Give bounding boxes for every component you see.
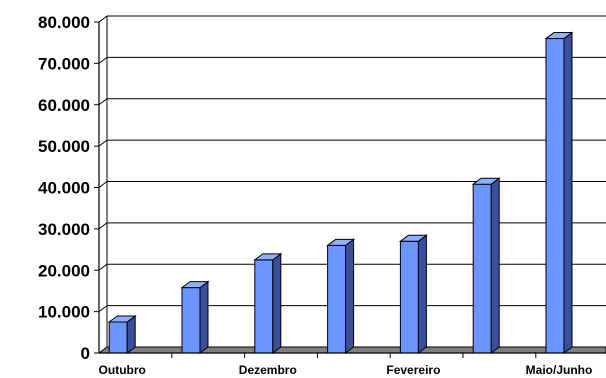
- bar: [326, 238, 356, 354]
- y-tick-label: 30.000: [38, 220, 90, 239]
- y-tick-label: 80.000: [38, 13, 90, 32]
- bar-front: [472, 183, 492, 354]
- gridline-depth: [98, 98, 108, 106]
- bar-front: [254, 259, 274, 354]
- bar-side: [272, 252, 282, 354]
- y-tick-label: 40.000: [38, 179, 90, 198]
- bar-side: [345, 238, 355, 354]
- gridline-depth: [98, 56, 108, 64]
- bar: [471, 177, 501, 354]
- bar: [253, 252, 283, 354]
- y-tick-label: 60.000: [38, 96, 90, 115]
- x-tick-label: Dezembro: [239, 363, 297, 377]
- gridline-depth: [98, 15, 108, 23]
- gridline-depth: [98, 139, 108, 147]
- bar: [544, 31, 574, 354]
- bar-side: [417, 234, 427, 354]
- y-tick-label: 70.000: [38, 54, 90, 73]
- gridline-depth: [98, 181, 108, 188]
- gridline-depth: [98, 263, 108, 271]
- bar-side: [490, 177, 500, 354]
- x-tick-labels: Outubro Dezembro Fevereiro Maio/Junho: [99, 363, 593, 377]
- bar-front: [399, 240, 419, 354]
- gridline-depth: [98, 305, 108, 313]
- bar: [180, 280, 210, 354]
- x-tick-label: Outubro: [99, 363, 146, 377]
- bars: [107, 31, 574, 354]
- y-tick-label: 50.000: [38, 137, 90, 156]
- gridline-depth: [98, 222, 108, 230]
- bar-top: [253, 253, 283, 261]
- bar-front: [181, 287, 201, 354]
- bar-top: [398, 234, 428, 242]
- bar-side: [563, 31, 573, 354]
- bar-top: [544, 32, 574, 40]
- bar-top: [326, 238, 356, 246]
- x-tick-label: Maio/Junho: [526, 363, 593, 377]
- y-tick-label: 20.000: [38, 261, 90, 280]
- y-tick-labels: 0 10.000 20.000 30.000 40.000 50.000 60.000 70.…: [38, 13, 90, 363]
- bar-front: [327, 244, 347, 354]
- x-tick-label: Fevereiro: [386, 363, 440, 377]
- bar-side: [199, 280, 209, 354]
- bar-front: [108, 321, 128, 354]
- y-tick-label: 10.000: [38, 303, 90, 322]
- y-tick-label: 0: [81, 344, 90, 363]
- bar-top: [107, 315, 137, 323]
- bar-top: [180, 281, 210, 289]
- bar: [398, 234, 428, 354]
- bar-top: [471, 177, 501, 185]
- bar: [107, 314, 137, 354]
- axes: [94, 21, 606, 358]
- bar-front: [545, 38, 565, 354]
